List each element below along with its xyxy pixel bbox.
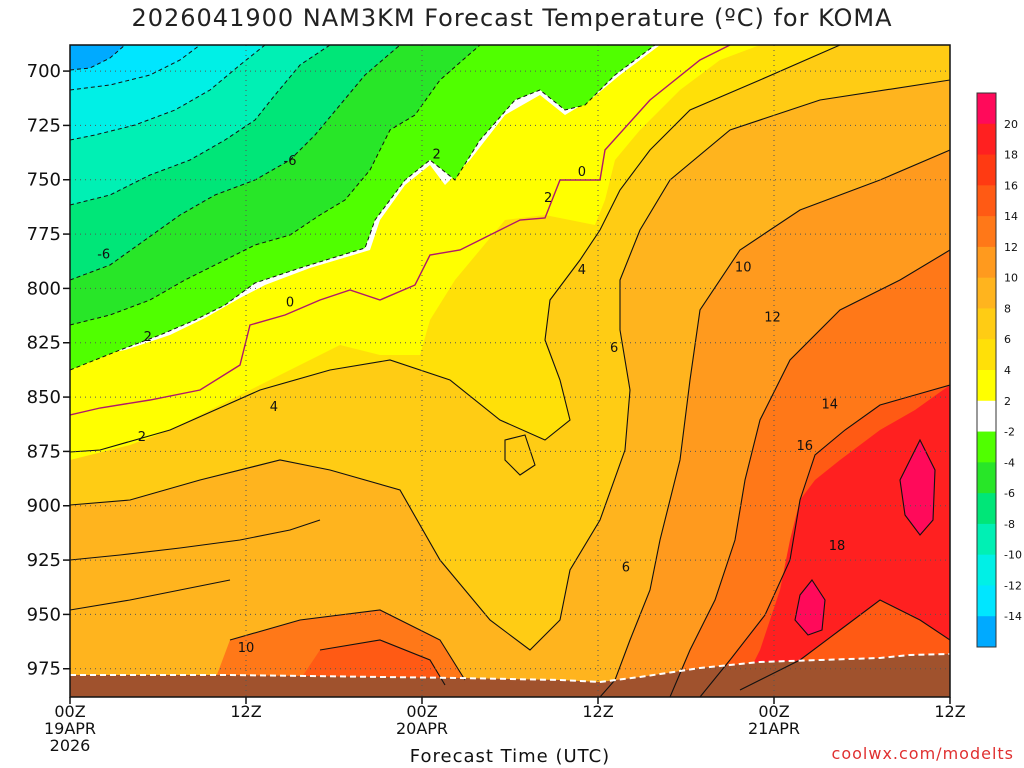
warm-pocket-20b — [795, 580, 825, 635]
contour-label: 6 — [610, 341, 618, 356]
colorbar: 20 18 16 14 12 10 8 6 4 2 -2 -4 -6 -8 -10 -12 -14 — [976, 92, 1022, 648]
warm-pocket-18 — [740, 385, 950, 690]
colorbar-swatch — [977, 185, 996, 217]
x-tick-label: 12Z — [582, 702, 613, 721]
colorbar-label: 18 — [1004, 149, 1018, 162]
contour-label: 10 — [238, 641, 255, 656]
colorbar-label: 8 — [1004, 302, 1011, 315]
contour-label: 4 — [270, 400, 278, 415]
contour-label: -6 — [97, 248, 110, 263]
colorbar-swatch — [977, 246, 996, 279]
terrain — [70, 654, 950, 697]
watermark-link[interactable]: coolwx.com/modelts — [831, 744, 1014, 763]
band-neg14 — [70, 45, 125, 70]
contour-label: 16 — [797, 439, 814, 454]
cool-pocket — [505, 435, 535, 475]
colorbar-label: 14 — [1004, 210, 1018, 223]
contour-label: 2 — [544, 191, 552, 206]
colorbar-label: -8 — [1004, 518, 1015, 531]
x-tick-label: 19APR — [44, 719, 96, 738]
colorbar-label: 16 — [1004, 179, 1018, 192]
colorbar-label: -6 — [1004, 487, 1015, 500]
colorbar-swatch — [977, 154, 996, 186]
colorbar-swatch — [977, 339, 996, 371]
contour-label: 0 — [578, 165, 586, 180]
colorbar-label: 4 — [1004, 364, 1011, 377]
contour-labels: -6 -6 2 2 2 2 0 0 4 4 6 6 10 10 12 14 16 18 — [97, 148, 845, 656]
y-tick-label: 725 — [27, 115, 61, 136]
temperature-field — [70, 45, 950, 697]
colorbar-label: 10 — [1004, 272, 1018, 285]
plot-frame — [69, 44, 951, 698]
y-tick-label: 825 — [27, 333, 61, 354]
colorbar-swatch — [977, 370, 996, 402]
grid-lines — [70, 45, 950, 697]
colorbar-swatch — [977, 616, 996, 648]
x-tick-label: 00Z — [758, 702, 789, 721]
solid-contours — [70, 45, 950, 697]
colorbar-label: -10 — [1004, 549, 1022, 562]
y-tick-label: 800 — [27, 278, 61, 299]
colorbar-swatch — [977, 308, 996, 340]
x-tick-label: 12Z — [934, 702, 965, 721]
y-tick-label: 775 — [27, 224, 61, 245]
warm-pocket-20a — [900, 440, 935, 535]
contour-label: 4 — [578, 263, 586, 278]
chart-title: 2026041900 NAM3KM Forecast Temperature (… — [131, 4, 893, 32]
contour-label: 2 — [433, 148, 441, 163]
y-tick-label: 850 — [27, 387, 61, 408]
contour-label: 10 — [735, 261, 752, 276]
contour-label: 2 — [138, 430, 146, 445]
contour-label: 0 — [286, 295, 294, 310]
contour-label: 12 — [764, 311, 781, 326]
y-tick-label: 900 — [27, 496, 61, 517]
colorbar-frame — [976, 92, 997, 648]
y-tick-label: 750 — [27, 170, 61, 191]
colorbar-label: 6 — [1004, 333, 1011, 346]
colorbar-swatch — [977, 93, 996, 125]
y-tick-label: 875 — [27, 441, 61, 462]
colorbar-label: -12 — [1004, 579, 1022, 592]
colorbar-label: -2 — [1004, 426, 1015, 439]
contour-label: 18 — [829, 539, 846, 554]
colorbar-swatch — [977, 431, 996, 463]
y-axis: 700 725 750 775 800 825 850 875 900 925 950 975 — [27, 61, 70, 680]
colorbar-swatch — [977, 277, 996, 309]
terrain-edge — [70, 653, 950, 684]
colorbar-swatch — [977, 216, 996, 248]
colorbar-swatch — [977, 523, 996, 556]
colorbar-label: 12 — [1004, 241, 1018, 254]
x-tick-label: 00Z — [406, 702, 437, 721]
y-tick-label: 950 — [27, 604, 61, 625]
colorbar-swatch — [977, 585, 996, 617]
colorbar-swatch — [977, 554, 996, 586]
contour-label: -6 — [284, 154, 297, 169]
x-tick-label: 2026 — [50, 736, 91, 755]
x-tick-label: 12Z — [230, 702, 261, 721]
colorbar-swatch — [977, 493, 996, 525]
x-tick-label: 21APR — [748, 719, 800, 738]
contour-label: 6 — [622, 561, 630, 576]
colorbar-swatch — [977, 400, 996, 433]
x-axis-label: Forecast Time (UTC) — [409, 746, 611, 767]
colorbar-label: 20 — [1004, 118, 1018, 131]
x-tick-label: 00Z — [54, 702, 85, 721]
x-tick-label: 20APR — [396, 719, 448, 738]
colorbar-label: -4 — [1004, 456, 1015, 469]
contour-label: 14 — [821, 398, 838, 413]
y-tick-label: 700 — [27, 61, 61, 82]
colorbar-label: -14 — [1004, 610, 1022, 623]
y-tick-label: 925 — [27, 550, 61, 571]
colorbar-label: 2 — [1004, 395, 1011, 408]
colorbar-swatch — [977, 462, 996, 494]
contour-label: 2 — [144, 330, 152, 345]
colorbar-swatch — [977, 123, 996, 156]
y-tick-label: 975 — [27, 659, 61, 680]
